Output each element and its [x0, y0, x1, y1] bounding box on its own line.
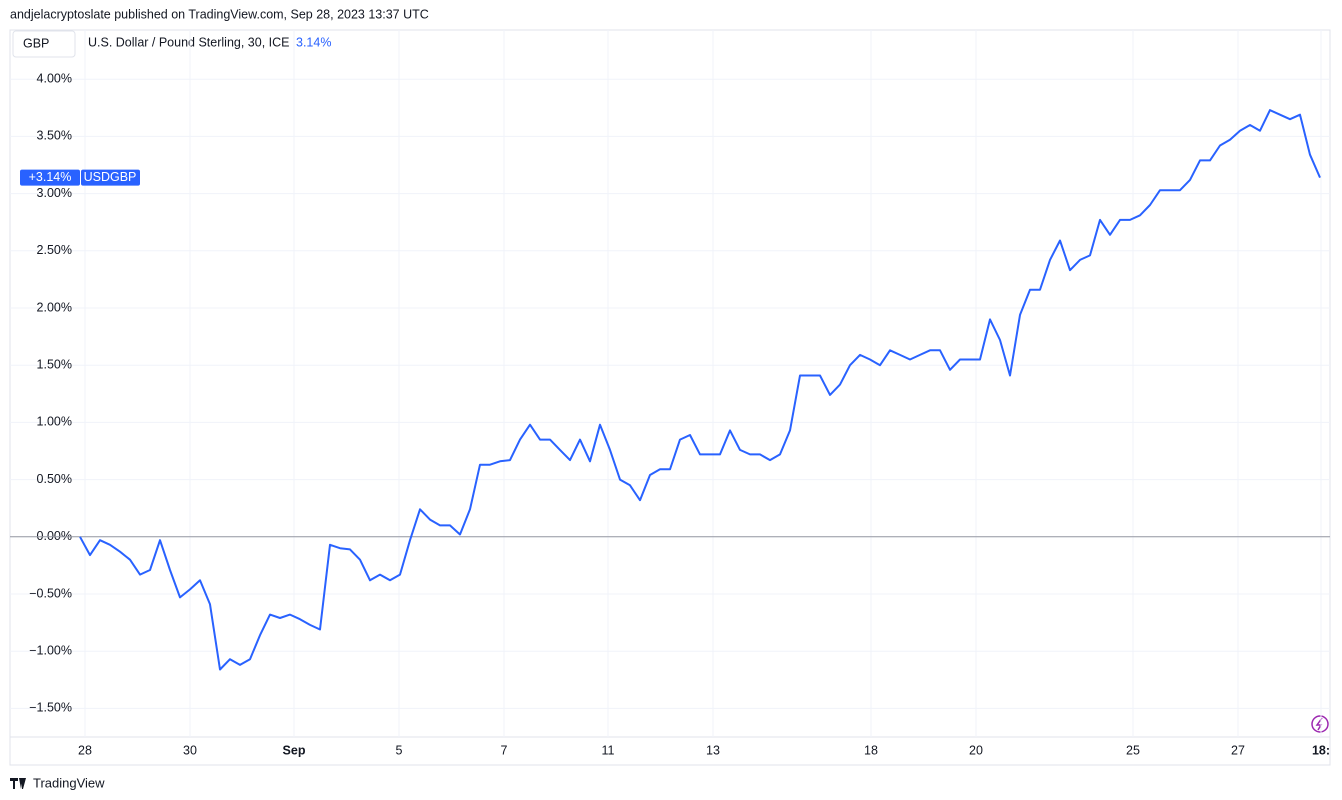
y-tick-label: 3.00%: [37, 186, 72, 200]
y-tick-label: 0.50%: [37, 472, 72, 486]
lightning-icon[interactable]: [1311, 715, 1329, 733]
x-tick-label: 30: [183, 743, 197, 757]
lightning-bolt: [1315, 717, 1323, 731]
y-tick-label: −1.00%: [29, 643, 72, 657]
x-tick-label: 11: [602, 743, 615, 757]
y-tick-label: −1.50%: [29, 701, 72, 715]
brand-logo: [10, 778, 26, 789]
price-line: [79, 109, 1321, 671]
chart-title: U.S. Dollar / Pound Sterling, 30, ICE: [88, 35, 289, 49]
y-tick-label: 1.50%: [37, 357, 72, 371]
x-tick-label: Sep: [283, 743, 306, 757]
symbol-tag: [81, 169, 140, 186]
x-tick-label: 20: [969, 743, 983, 757]
currency-label[interactable]: GBP: [23, 36, 49, 50]
x-tick-label: 18:: [1312, 743, 1330, 757]
x-tick-label: 5: [396, 743, 403, 757]
x-tick-label: 27: [1231, 743, 1245, 757]
byline: andjelacryptoslate published on TradingV…: [10, 7, 429, 21]
x-tick-label: 18: [864, 743, 878, 757]
symbol-tag-label: USDGBP: [84, 170, 137, 184]
x-tick-label: 25: [1126, 743, 1140, 757]
y-tick-label: 4.00%: [37, 71, 72, 85]
y-tick-label: 2.50%: [37, 243, 72, 257]
x-tick-label: 13: [706, 743, 720, 757]
price-tag-label: +3.14%: [29, 170, 72, 184]
x-tick-label: 28: [78, 743, 92, 757]
y-tick-label: 0.00%: [37, 529, 72, 543]
y-tick-label: 1.00%: [37, 415, 72, 429]
brand: TradingView: [33, 775, 105, 790]
plot-frame: [9, 29, 1331, 766]
price-tag: [20, 169, 80, 186]
y-tick-label: 2.00%: [37, 300, 72, 314]
currency-button[interactable]: [12, 30, 76, 58]
y-tick-label: −0.50%: [29, 586, 72, 600]
last-change: 3.14%: [296, 35, 331, 49]
y-tick-label: 3.50%: [37, 129, 72, 143]
x-tick-label: 7: [501, 743, 508, 757]
